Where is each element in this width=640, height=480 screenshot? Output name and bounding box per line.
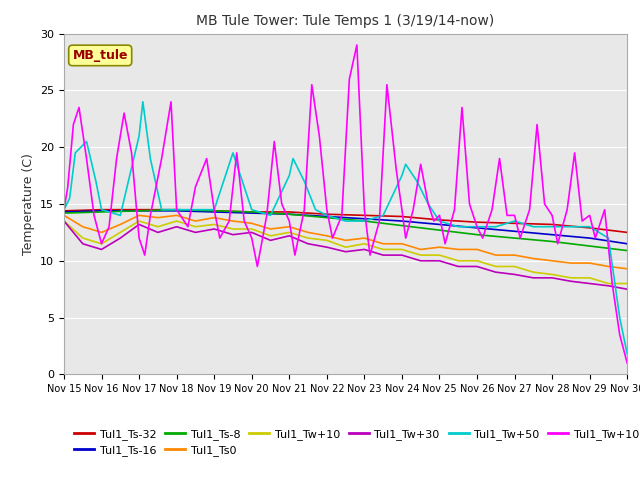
Legend: Tul1_Ts-32, Tul1_Ts-16, Tul1_Ts-8, Tul1_Ts0, Tul1_Tw+10, Tul1_Tw+30, Tul1_Tw+50,: Tul1_Ts-32, Tul1_Ts-16, Tul1_Ts-8, Tul1_… xyxy=(70,424,640,460)
Title: MB Tule Tower: Tule Temps 1 (3/19/14-now): MB Tule Tower: Tule Temps 1 (3/19/14-now… xyxy=(196,14,495,28)
Text: MB_tule: MB_tule xyxy=(72,49,128,62)
Y-axis label: Temperature (C): Temperature (C) xyxy=(22,153,35,255)
